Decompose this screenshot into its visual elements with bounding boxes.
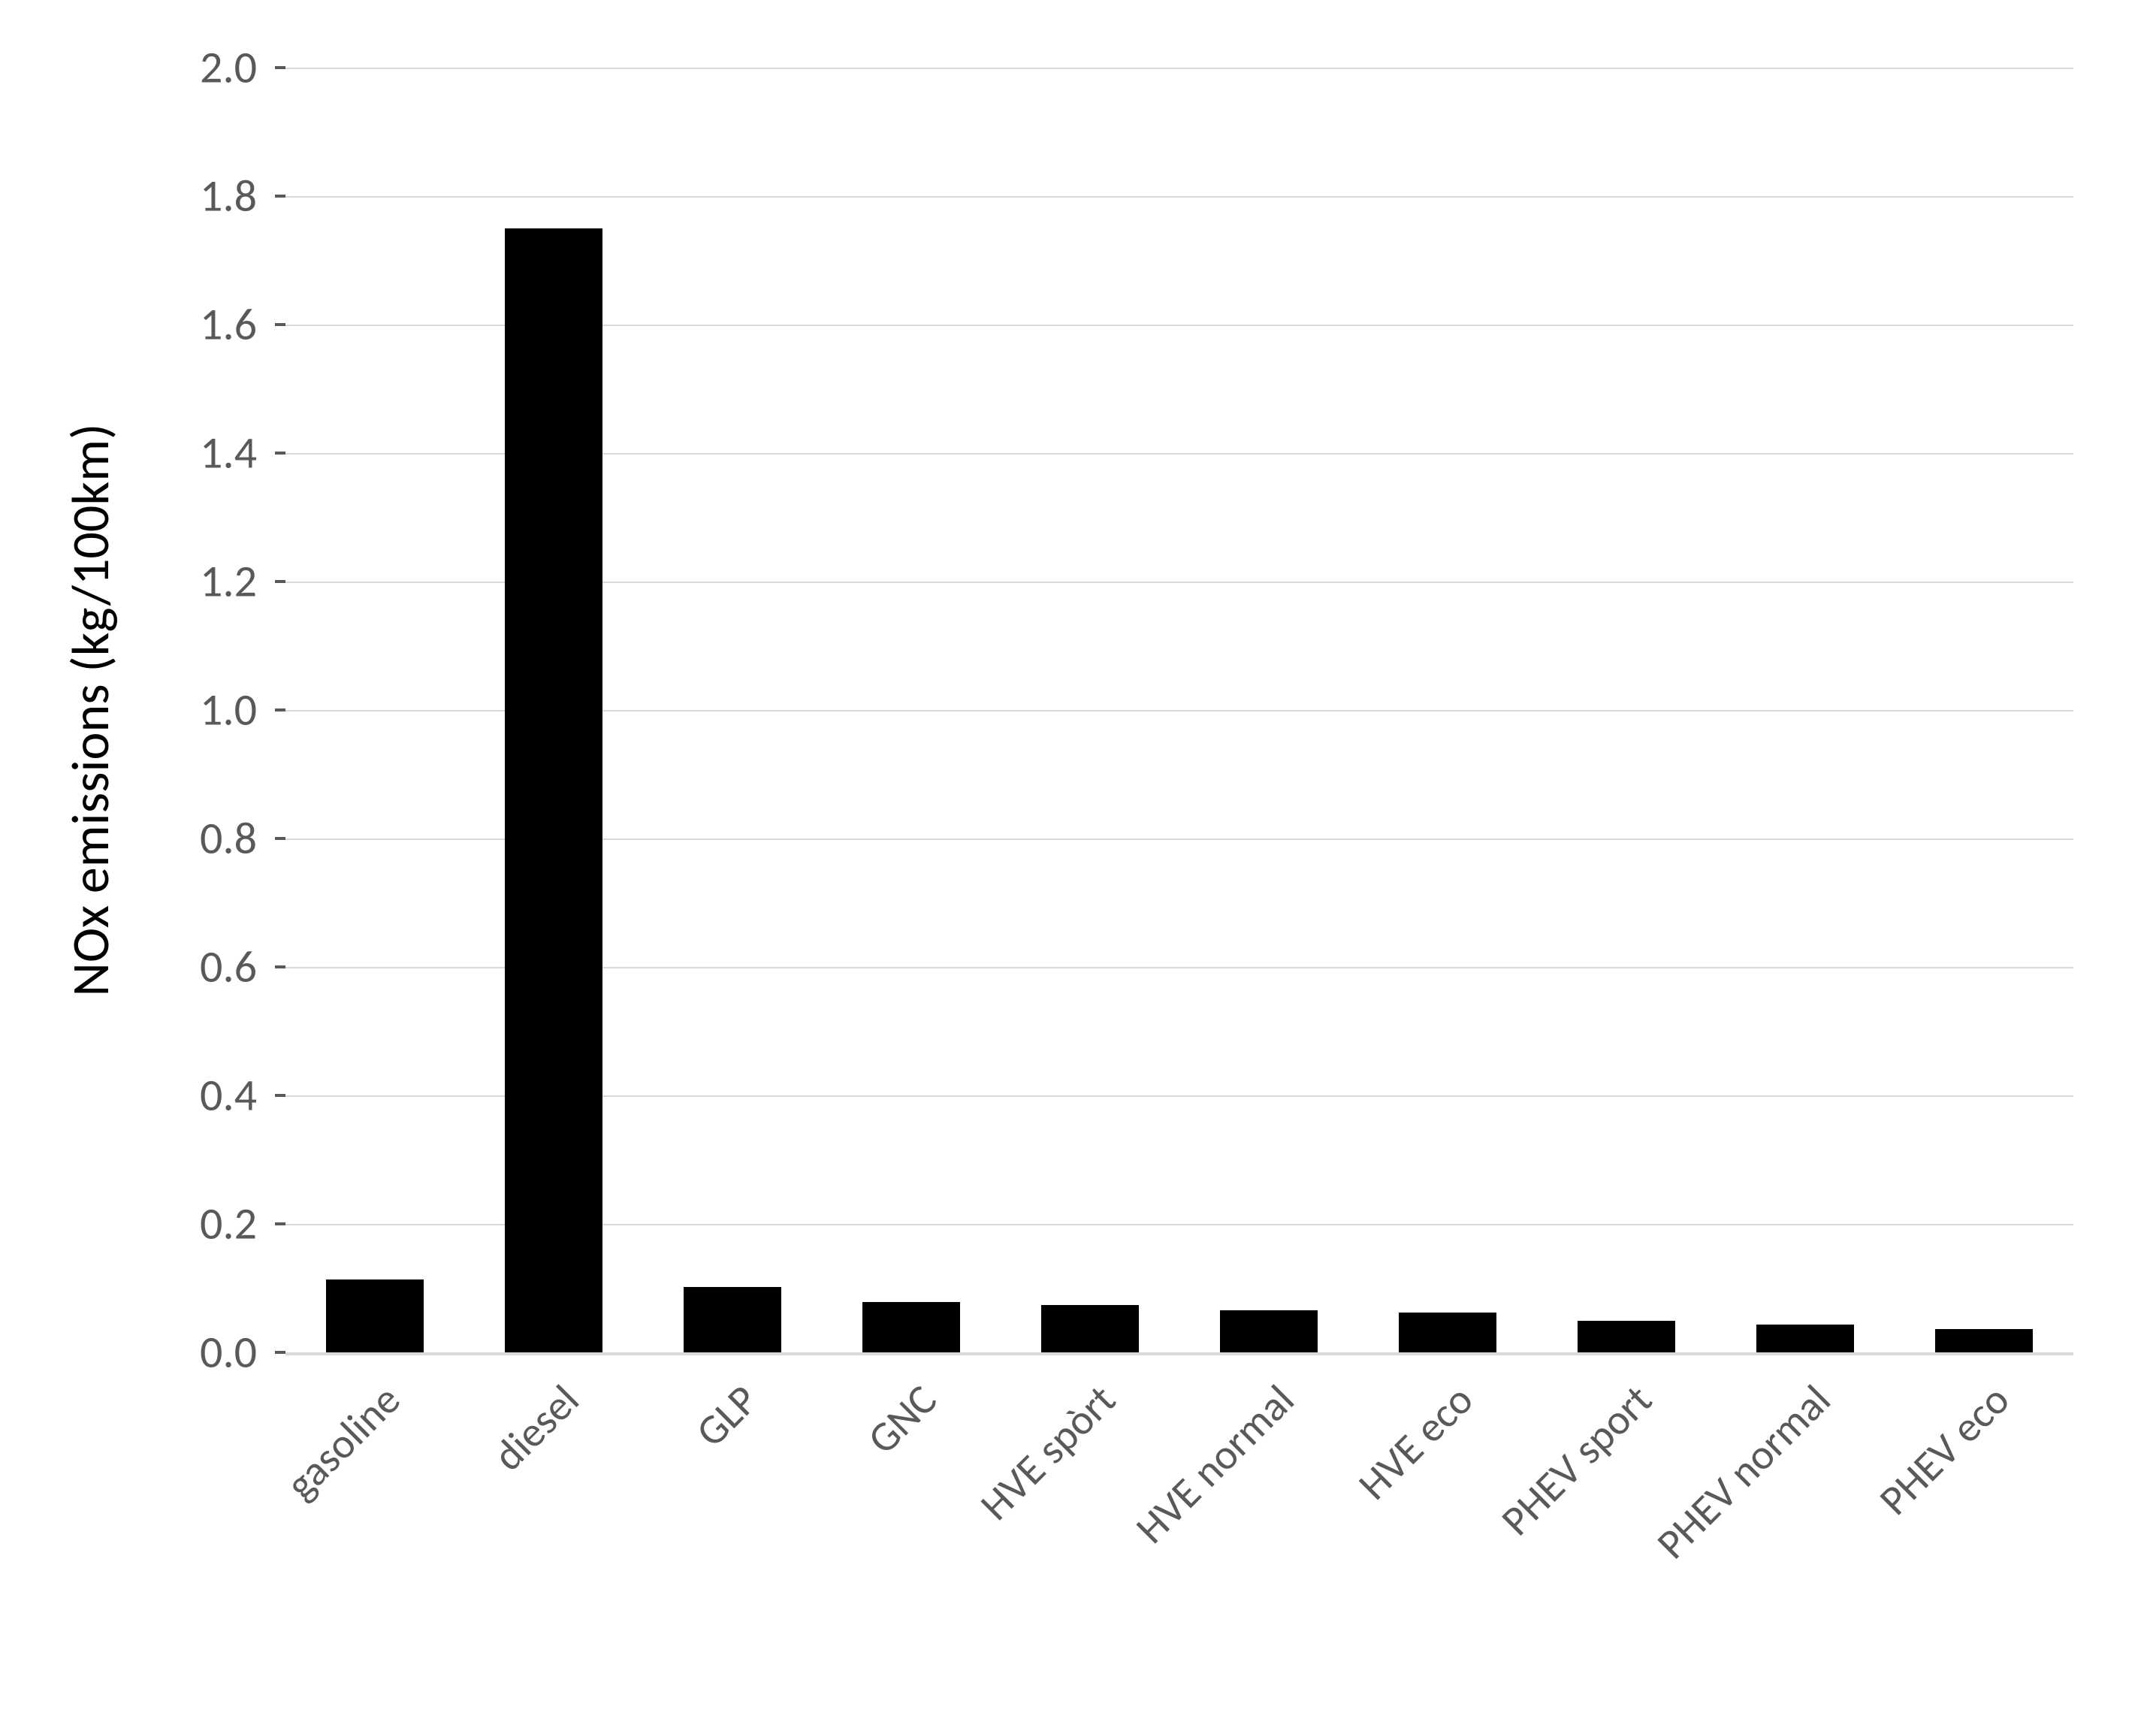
y-tick-label: 1.0	[200, 683, 257, 738]
gridline	[285, 196, 2073, 198]
y-tick-mark	[275, 965, 285, 968]
y-tick-label: 0.0	[200, 1325, 257, 1380]
y-tick-label: 2.0	[200, 41, 257, 95]
y-tick-mark	[275, 1222, 285, 1225]
y-tick-label: 1.6	[200, 298, 257, 352]
y-tick-label: 0.6	[200, 940, 257, 995]
y-tick-mark	[275, 837, 285, 840]
y-tick-label: 0.2	[200, 1197, 257, 1252]
gridline	[285, 68, 2073, 69]
bar	[1935, 1329, 2034, 1352]
bar	[684, 1287, 782, 1352]
y-tick-mark	[275, 323, 285, 326]
y-tick-label: 1.4	[200, 426, 257, 481]
y-tick-mark	[275, 1351, 285, 1354]
bar	[1399, 1313, 1497, 1352]
y-tick-mark	[275, 452, 285, 455]
bar	[326, 1279, 424, 1352]
plot-area	[285, 68, 2073, 1352]
y-tick-label: 1.2	[200, 554, 257, 609]
y-tick-mark	[275, 195, 285, 198]
bar	[862, 1302, 961, 1352]
bar	[1041, 1305, 1140, 1352]
y-tick-mark	[275, 580, 285, 583]
bar	[1220, 1310, 1318, 1352]
y-tick-label: 0.8	[200, 811, 257, 866]
bar	[1756, 1325, 1855, 1352]
y-tick-mark	[275, 66, 285, 69]
y-tick-label: 1.8	[200, 169, 257, 224]
y-axis-title: NOx emissions (kg/100km)	[58, 424, 122, 997]
y-tick-mark	[275, 1094, 285, 1097]
y-tick-label: 0.4	[200, 1068, 257, 1123]
bar	[1578, 1321, 1676, 1352]
nox-emissions-bar-chart: NOx emissions (kg/100km) 0.0 0.2 0.4 0.6 0.8…	[0, 0, 2156, 1719]
y-tick-mark	[275, 708, 285, 711]
bar	[505, 228, 603, 1352]
x-axis-line	[285, 1352, 2073, 1355]
